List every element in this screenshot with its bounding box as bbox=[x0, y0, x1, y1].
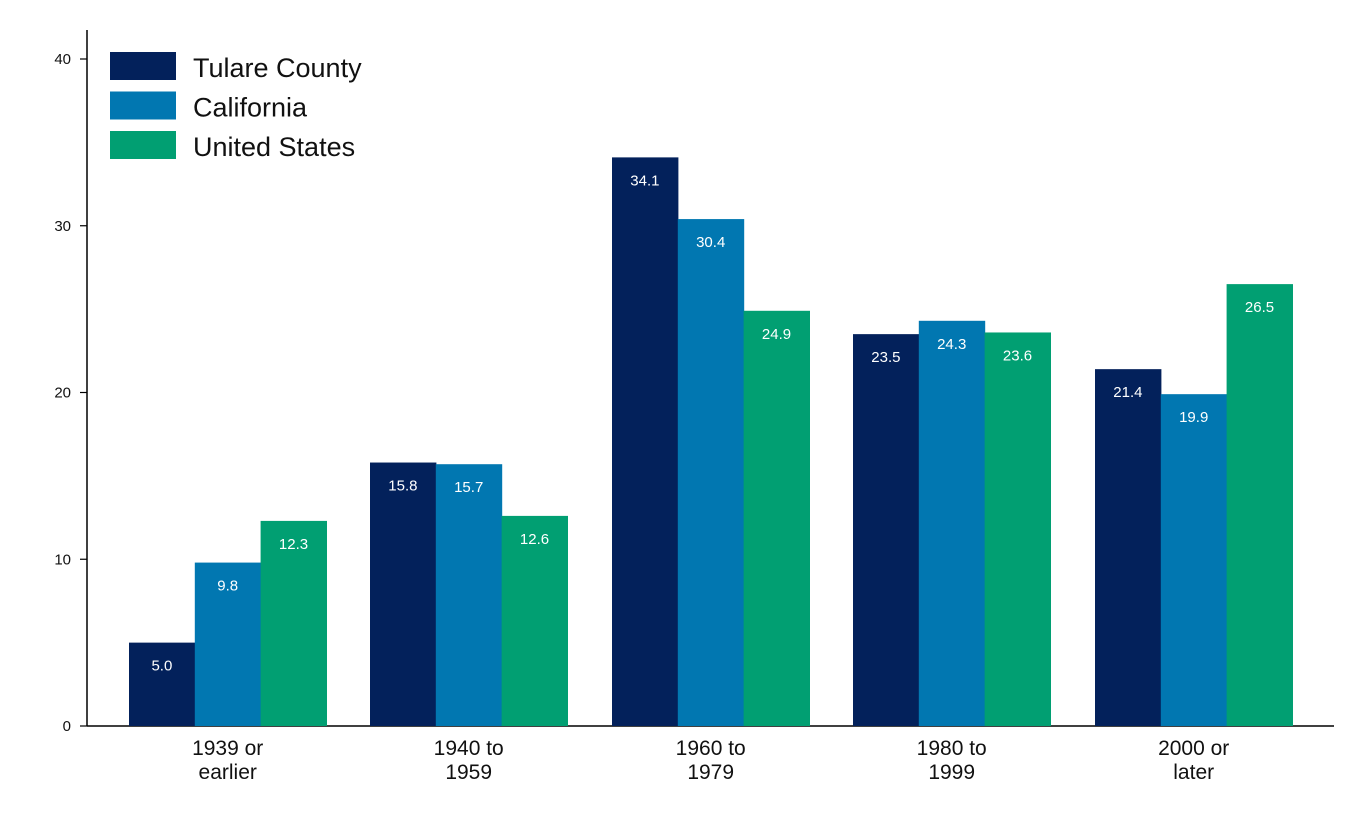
y-tick-label: 10 bbox=[54, 551, 71, 568]
x-tick-label: 1939 or earlier bbox=[192, 737, 263, 784]
bar-value-label: 21.4 bbox=[1113, 384, 1142, 401]
bar bbox=[918, 320, 986, 726]
bar-value-label: 24.3 bbox=[937, 336, 966, 353]
bar bbox=[370, 462, 437, 726]
legend-label: United States bbox=[193, 132, 355, 162]
bar bbox=[1160, 394, 1228, 726]
bars: 5.0 15.8 34.1 23.5 21.4 9.8 15.7 30.4 24.3 19.9 12… bbox=[129, 157, 1293, 726]
legend: Tulare County California United States bbox=[110, 52, 362, 162]
legend-label: Tulare County bbox=[193, 53, 362, 83]
bar-value-label: 23.6 bbox=[1003, 347, 1032, 364]
legend-swatch bbox=[110, 52, 176, 80]
bar-value-label: 23.5 bbox=[871, 349, 900, 366]
bar bbox=[129, 642, 196, 726]
axes: 0 10 20 30 40 1939 or earlier 1940 to 1959 1960 t… bbox=[54, 30, 1334, 784]
bar bbox=[743, 310, 810, 726]
y-tick-label: 30 bbox=[54, 218, 71, 235]
bar bbox=[612, 157, 679, 726]
bar-value-label: 34.1 bbox=[630, 172, 659, 189]
x-tick-label: 1980 to 1999 bbox=[917, 737, 987, 784]
x-tick-label: 1960 to 1979 bbox=[676, 737, 746, 784]
bar-value-label: 24.9 bbox=[762, 326, 791, 343]
bar-value-label: 30.4 bbox=[696, 234, 725, 251]
bar bbox=[984, 332, 1051, 726]
bar-value-label: 15.7 bbox=[454, 479, 483, 496]
bar-value-label: 26.5 bbox=[1245, 299, 1274, 316]
bar bbox=[501, 515, 568, 726]
bar bbox=[1226, 284, 1293, 726]
y-tick-label: 0 bbox=[63, 718, 71, 735]
x-tick-label: 1940 to 1959 bbox=[434, 737, 504, 784]
legend-label: California bbox=[193, 93, 308, 123]
y-tick-label: 20 bbox=[54, 385, 71, 402]
bar-value-label: 12.6 bbox=[520, 531, 549, 548]
legend-swatch bbox=[110, 91, 176, 120]
bar-value-label: 15.8 bbox=[388, 478, 417, 495]
bar bbox=[677, 219, 745, 726]
bar bbox=[1095, 369, 1162, 726]
bar-value-label: 19.9 bbox=[1179, 409, 1208, 426]
bar-value-label: 9.8 bbox=[217, 578, 238, 595]
legend-swatch bbox=[110, 131, 176, 159]
bar bbox=[194, 562, 262, 726]
bar bbox=[435, 464, 503, 726]
y-tick-label: 40 bbox=[54, 51, 71, 68]
bar-value-label: 12.3 bbox=[279, 536, 308, 553]
x-tick-label: 2000 or later bbox=[1158, 737, 1229, 784]
bar bbox=[853, 334, 920, 726]
bar bbox=[260, 520, 327, 726]
bar-value-label: 5.0 bbox=[151, 658, 172, 675]
